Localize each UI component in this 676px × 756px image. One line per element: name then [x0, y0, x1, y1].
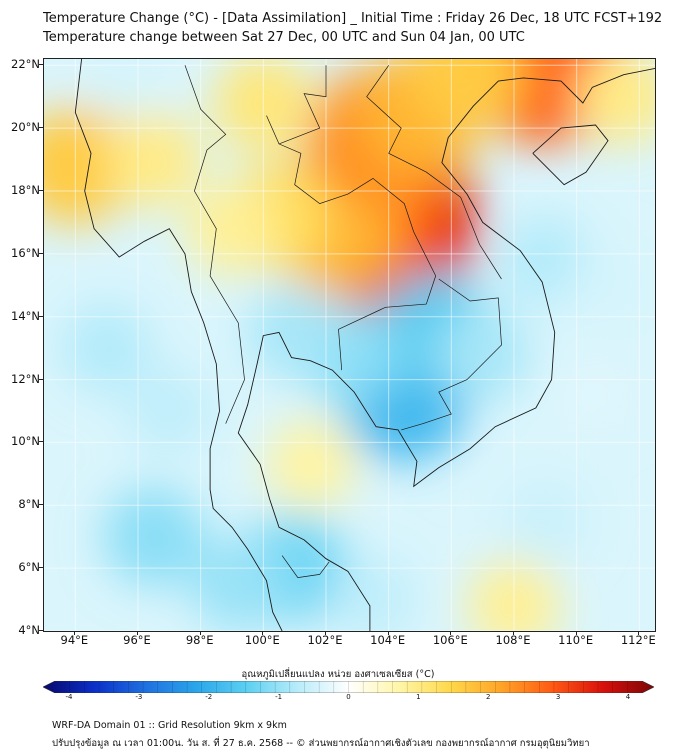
lon-label: 98°E: [185, 633, 214, 647]
map-canvas: [44, 59, 655, 631]
lat-tick: [39, 504, 43, 506]
lon-label: 112°E: [620, 633, 656, 647]
anomaly-blob: [408, 59, 526, 131]
lat-tick: [39, 378, 43, 380]
lon-tick: [575, 631, 577, 635]
colorbar-tick-label: -2: [205, 693, 213, 701]
anomaly-blob: [568, 246, 648, 325]
colorbar-tick-label: 2: [486, 693, 491, 701]
lat-label: 8°N: [18, 497, 40, 512]
colorbar-tick-label: -4: [65, 693, 73, 701]
lon-label: 104°E: [370, 633, 406, 647]
lat-label: 14°N: [11, 308, 40, 323]
colorbar-tick-label: -1: [275, 693, 283, 701]
anomaly-blob: [436, 308, 530, 401]
lon-label: 100°E: [244, 633, 280, 647]
anomaly-blob: [500, 215, 590, 305]
model-info: WRF-DA Domain 01 :: Grid Resolution 9km …: [52, 720, 287, 731]
lon-tick: [262, 631, 264, 635]
country-border: [266, 115, 437, 371]
lon-tick: [513, 631, 514, 635]
colorbar: [43, 681, 654, 693]
lat-tick: [39, 315, 43, 317]
anomaly-blob: [185, 182, 279, 276]
anomaly-blob: [105, 111, 202, 208]
lat-label: 22°N: [11, 57, 40, 72]
lon-label: 110°E: [558, 633, 594, 647]
anomaly-blob: [83, 59, 162, 121]
anomaly-blob: [103, 486, 204, 587]
lat-label: 10°N: [11, 434, 40, 449]
lon-tick: [387, 631, 389, 635]
temperature-change-map: [43, 58, 656, 632]
coastline: [237, 67, 655, 631]
colorbar-tick-label: 1: [416, 693, 421, 701]
colorbar-tick-label: 0: [346, 693, 351, 701]
lon-tick: [325, 631, 326, 635]
lon-tick: [638, 631, 640, 635]
country-border: [184, 65, 245, 424]
colorbar-label: อุณหภูมิเปลี่ยนแปลง หน่วย องศาเซลเซียส (…: [241, 669, 435, 680]
colorbar-tick-label: 3: [555, 693, 561, 701]
country-border: [366, 65, 502, 280]
lon-tick: [450, 631, 452, 635]
country-border: [278, 65, 327, 145]
lat-tick: [39, 630, 43, 631]
coastline: [532, 124, 609, 186]
anomaly-blob: [504, 480, 587, 562]
lon-label: 106°E: [432, 633, 468, 647]
colorbar-ramp: [43, 681, 654, 693]
lon-label: 94°E: [60, 633, 89, 647]
lat-label: 16°N: [11, 245, 40, 260]
anomaly-blob: [190, 535, 287, 631]
lat-label: 18°N: [11, 183, 40, 197]
lat-tick: [39, 64, 43, 66]
lat-tick: [39, 441, 43, 443]
country-border: [281, 555, 330, 578]
lon-label: 108°E: [495, 633, 531, 647]
credit-line: ปรับปรุงข้อมูล ณ เวลา 01:00น. วัน ส. ที่…: [52, 738, 590, 749]
anomaly-blob: [554, 357, 630, 433]
lat-label: 12°N: [11, 371, 40, 386]
lat-label: 20°N: [11, 120, 40, 135]
anomaly-blob: [265, 419, 355, 510]
lat-tick: [39, 127, 43, 129]
lat-tick: [39, 190, 43, 191]
lon-tick: [137, 631, 138, 635]
map-title: Temperature Change (°C) - [Data Assimila…: [43, 11, 663, 26]
anomaly-blob: [575, 59, 655, 145]
anomaly-blob: [248, 286, 342, 379]
country-border: [401, 278, 502, 431]
lat-label: 4°N: [18, 623, 40, 637]
map-subtitle: Temperature change between Sat 27 Dec, 0…: [43, 30, 525, 45]
lon-label: 96°E: [123, 633, 151, 647]
colorbar-tick-label: -3: [135, 693, 143, 701]
colorbar-tick-label: 4: [625, 693, 631, 701]
anomaly-blob: [62, 303, 152, 393]
lat-tick: [39, 567, 43, 569]
anomaly-blob: [330, 556, 416, 631]
lon-tick: [199, 631, 201, 635]
coastline: [74, 59, 283, 631]
lat-tick: [39, 252, 43, 254]
anomaly-blob: [126, 368, 213, 454]
lat-label: 6°N: [18, 560, 40, 575]
lon-tick: [74, 631, 76, 635]
lon-label: 102°E: [307, 633, 343, 647]
anomaly-field: [44, 59, 655, 631]
